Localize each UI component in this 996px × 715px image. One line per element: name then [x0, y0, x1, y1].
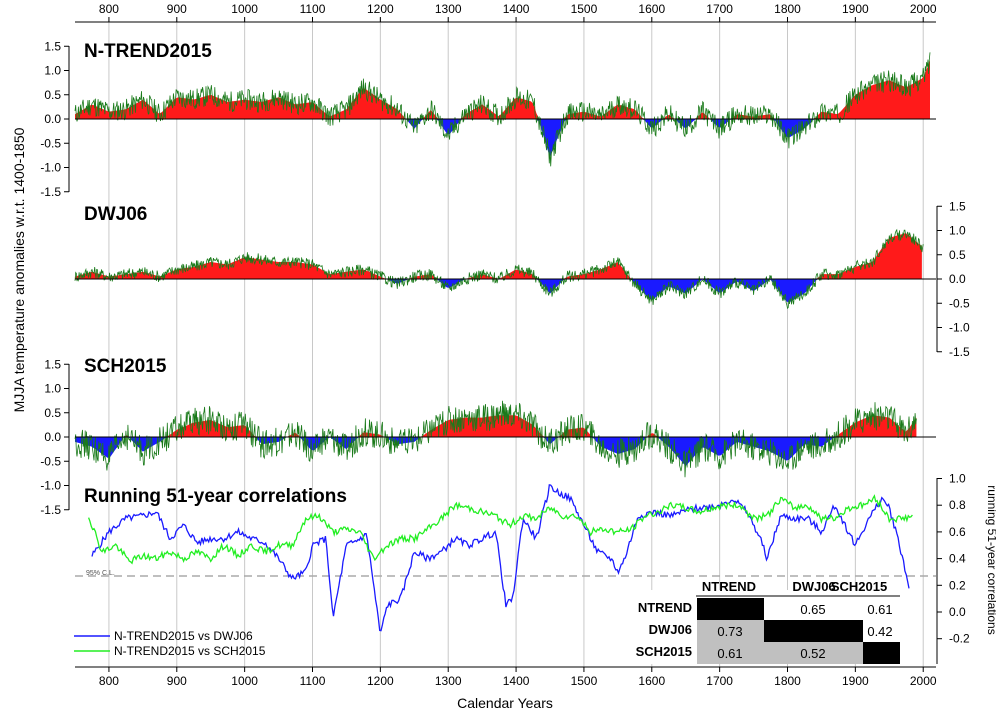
sch2015-y-axis-tick-label: 1.0 — [44, 382, 61, 396]
correlation-table: NTREND DWJ06 SCH2015 NTREND DWJ06 SCH201… — [628, 579, 903, 664]
dwj06-y-axis-tick-label: 0.5 — [949, 248, 966, 262]
sch2015-y-axis-tick-label: 0.5 — [44, 406, 61, 420]
ntrend-y-axis-tick-label: 1.5 — [44, 39, 61, 53]
table-cell: 0.73 — [717, 624, 742, 639]
panel-title-dwj06: DWJ06 — [84, 204, 147, 225]
x-axis-bottom-tick-label: 1600 — [638, 674, 665, 688]
dwj06-y-axis-tick-label: 0.0 — [949, 272, 966, 286]
ntrend-y-axis-tick-label: -1.5 — [40, 185, 61, 199]
ntrend-panel — [74, 52, 936, 167]
x-axis-top-tick-label: 2000 — [910, 2, 937, 16]
negative-anomaly-area — [75, 279, 922, 303]
table-cell: 0.42 — [867, 624, 892, 639]
dwj06-panel — [74, 228, 936, 310]
correlation-y-axis-tick-label: 0.0 — [949, 605, 966, 619]
annual-series-line — [74, 52, 931, 167]
table-cell-diagonal — [863, 642, 900, 664]
table-cell: 0.52 — [800, 646, 825, 661]
y-axis-label-left: MJJA temperature anomalies w.r.t. 1400-1… — [11, 127, 27, 412]
x-axis-bottom-tick-label: 1500 — [571, 674, 598, 688]
x-axis-top-tick-label: 1300 — [435, 2, 462, 16]
legend-label-dwj06: N-TREND2015 vs DWJ06 — [114, 629, 253, 643]
dwj06-y-axis-tick-label: 1.0 — [949, 224, 966, 238]
panel-title-ntrend: N-TREND2015 — [84, 41, 212, 62]
negative-anomaly-area — [75, 119, 930, 158]
table-cell: 0.65 — [800, 602, 825, 617]
x-axis-bottom-tick-label: 2000 — [910, 674, 937, 688]
annual-series-line — [74, 228, 924, 310]
sch2015-y-axis-tick-label: -1.5 — [40, 503, 61, 517]
positive-anomaly-area — [75, 233, 922, 279]
table-header-sch2015: SCH2015 — [831, 579, 887, 594]
table-cell: 0.61 — [717, 646, 742, 661]
ntrend-y-axis-tick-label: -1.0 — [40, 161, 61, 175]
table-header-dwj06: DWJ06 — [792, 579, 835, 594]
x-axis-top-tick-label: 1200 — [367, 2, 394, 16]
confidence-label: 95% C.L. — [86, 570, 115, 577]
ntrend-y-axis-tick-label: 1.0 — [44, 64, 61, 78]
axes: 1.5 1.0 0.5 0.0 -0.5 -1.0 -1.5 1.5 1.0 0.5 0.0 -0.5… — [40, 2, 970, 688]
x-axis-bottom-tick-label: 1900 — [842, 674, 869, 688]
correlation-y-axis-tick-label: -0.2 — [949, 632, 970, 646]
table-row-label-ntrend: NTREND — [638, 600, 692, 615]
table-header-ntrend: NTREND — [702, 579, 756, 594]
x-axis-bottom-tick-label: 1700 — [706, 674, 733, 688]
correlation-y-axis-tick-label: 0.8 — [949, 498, 966, 512]
x-axis-bottom-tick-label: 800 — [99, 674, 119, 688]
legend-label-sch2015: N-TREND2015 vs SCH2015 — [114, 644, 266, 658]
table-row-label-sch2015: SCH2015 — [636, 644, 692, 659]
ntrend-y-axis-tick-label: -0.5 — [40, 136, 61, 150]
correlation-panel — [75, 484, 936, 632]
dwj06-y-axis-tick-label: -1.5 — [949, 345, 970, 359]
dwj06-y-axis-tick-label: -0.5 — [949, 296, 970, 310]
sch2015-y-axis-tick-label: 1.5 — [44, 357, 61, 371]
ntrend-y-axis-tick-label: 0.0 — [44, 112, 61, 126]
x-axis-bottom-tick-label: 1100 — [300, 674, 326, 688]
annual-series-line — [74, 400, 917, 478]
x-axis-top-tick-label: 1100 — [300, 2, 326, 16]
x-axis-top-tick-label: 900 — [167, 2, 187, 16]
table-row-label-dwj06: DWJ06 — [649, 622, 692, 637]
table-cell: 0.61 — [867, 602, 892, 617]
x-axis-top-tick-label: 1600 — [638, 2, 665, 16]
correlation-y-axis-tick-label: 0.2 — [949, 578, 966, 592]
x-axis-bottom-tick-label: 1000 — [231, 674, 258, 688]
x-axis-top-tick-label: 800 — [99, 2, 119, 16]
x-axis-top-tick-label: 1500 — [571, 2, 598, 16]
table-cell-lower — [697, 620, 764, 642]
ntrend-y-axis-tick-label: 0.5 — [44, 88, 61, 102]
correlation-y-axis-tick-label: 0.6 — [949, 525, 966, 539]
correlation-y-axis-tick-label: 0.4 — [949, 552, 966, 566]
x-axis-top-tick-label: 1400 — [503, 2, 530, 16]
y-axis-label-right: running 51-year correlations — [985, 485, 996, 634]
x-axis-top-tick-label: 1700 — [706, 2, 733, 16]
x-axis-top-tick-label: 1900 — [842, 2, 869, 16]
table-cell-lower — [697, 642, 764, 664]
sch2015-y-axis-tick-label: 0.0 — [44, 430, 61, 444]
x-axis-top-tick-label: 1800 — [774, 2, 801, 16]
sch2015-panel — [74, 400, 936, 478]
table-cell-diagonal — [764, 620, 863, 642]
dwj06-y-axis-tick-label: 1.5 — [949, 199, 966, 213]
corr-line-sch2015 — [87, 494, 913, 565]
table-cell-lower — [764, 642, 863, 664]
x-axis-top-tick-label: 1000 — [231, 2, 258, 16]
panel-title-sch2015: SCH2015 — [84, 356, 167, 377]
dwj06-y-axis-tick-label: -1.0 — [949, 321, 970, 335]
x-axis-bottom-tick-label: 1800 — [774, 674, 801, 688]
positive-anomaly-area — [75, 415, 917, 437]
table-cell-diagonal — [697, 598, 764, 620]
panel-title-correlations: Running 51-year correlations — [84, 486, 347, 507]
correlation-y-axis-tick-label: 1.0 — [949, 472, 966, 486]
sch2015-y-axis-tick-label: -0.5 — [40, 454, 61, 468]
corr-line-dwj06 — [91, 484, 910, 632]
x-axis-bottom-tick-label: 900 — [167, 674, 187, 688]
x-axis-bottom-tick-label: 1200 — [367, 674, 394, 688]
x-axis-label: Calendar Years — [457, 695, 553, 711]
sch2015-y-axis-tick-label: -1.0 — [40, 479, 61, 493]
x-axis-bottom-tick-label: 1400 — [503, 674, 530, 688]
x-axis-bottom-tick-label: 1300 — [435, 674, 462, 688]
legend: N-TREND2015 vs DWJ06 N-TREND2015 vs SCH2… — [74, 629, 266, 658]
